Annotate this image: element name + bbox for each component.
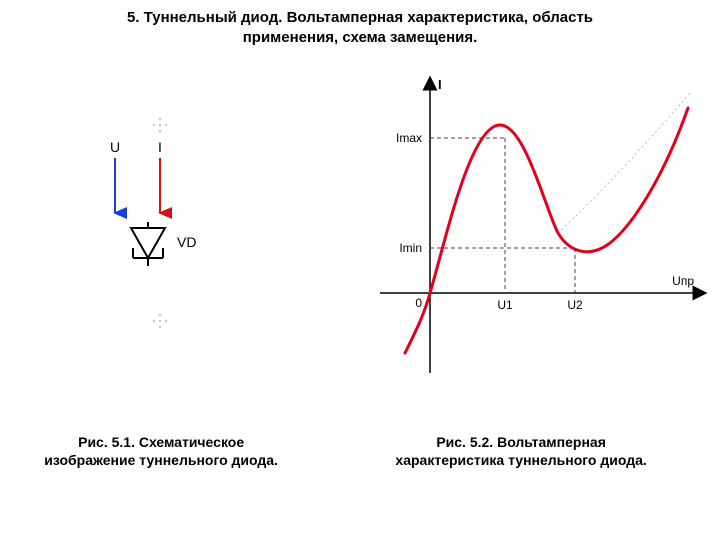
svg-text:U: U (110, 139, 120, 155)
svg-text:Imax: Imax (396, 131, 422, 145)
svg-text:Imin: Imin (399, 241, 422, 255)
caption-right: Рис. 5.2. Вольтамперная характеристика т… (322, 433, 720, 471)
page-title: 5. Туннельный диод. Вольтамперная характ… (0, 0, 720, 53)
svg-text:0: 0 (415, 296, 422, 310)
iv-curve-svg: I Imax Imin 0 U1 U2 Uпр (320, 53, 720, 433)
caption-left: Рис. 5.1. Схематическое изображение тунн… (0, 433, 322, 471)
title-line2: применения, схема замещения. (243, 29, 478, 46)
svg-text:I: I (438, 77, 442, 92)
iv-curve-panel: I Imax Imin 0 U1 U2 Uпр (320, 53, 720, 433)
svg-text:U1: U1 (497, 298, 513, 312)
svg-text:I: I (158, 139, 162, 155)
captions-row: Рис. 5.1. Схематическое изображение тунн… (0, 433, 720, 471)
svg-text:Uпр: Uпр (672, 274, 694, 288)
schematic-panel: U I VD (0, 53, 320, 433)
schematic-svg: U I VD (0, 53, 320, 433)
title-line1: 5. Туннельный диод. Вольтамперная характ… (127, 9, 593, 26)
svg-text:VD: VD (177, 234, 196, 250)
svg-text:U2: U2 (567, 298, 583, 312)
content-row: U I VD I Imax Imin 0 U1 U2 Uпр (0, 53, 720, 433)
